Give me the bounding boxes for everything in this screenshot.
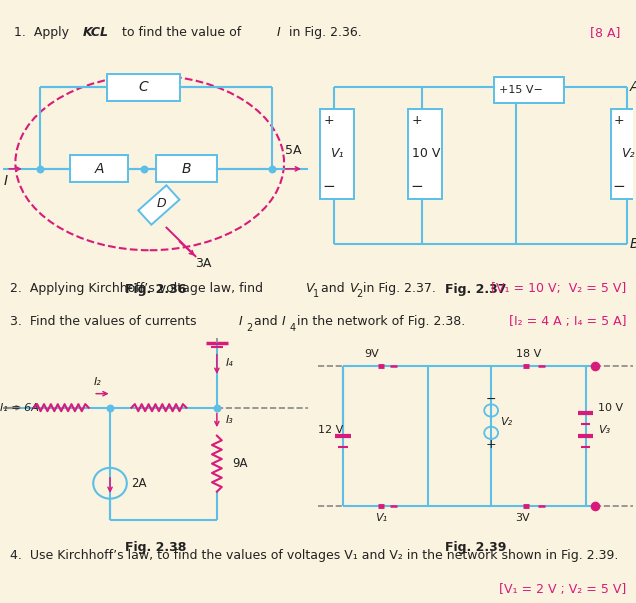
Text: +: + xyxy=(324,114,335,127)
Text: 2.  Applying Kirchhoff’s voltage law, find: 2. Applying Kirchhoff’s voltage law, fin… xyxy=(10,282,266,295)
Text: −: − xyxy=(322,180,335,194)
Text: in Fig. 2.37.: in Fig. 2.37. xyxy=(359,282,436,295)
Text: Fig. 2.37: Fig. 2.37 xyxy=(445,283,506,297)
Text: and: and xyxy=(317,282,349,295)
Point xyxy=(212,403,222,412)
FancyBboxPatch shape xyxy=(156,155,217,182)
Text: 1: 1 xyxy=(313,289,319,300)
Text: to find the value of: to find the value of xyxy=(118,27,245,39)
Text: V₂: V₂ xyxy=(621,147,635,160)
Point xyxy=(105,403,115,412)
Text: I₂: I₂ xyxy=(94,377,102,388)
Text: Fig. 2.38: Fig. 2.38 xyxy=(125,541,186,554)
FancyBboxPatch shape xyxy=(408,109,443,199)
Text: B: B xyxy=(182,162,191,176)
Text: I: I xyxy=(238,315,242,328)
Text: [I₂ = 4 A ; I₄ = 5 A]: [I₂ = 4 A ; I₄ = 5 A] xyxy=(509,315,626,328)
Text: [V₁ = 10 V;  V₂ = 5 V]: [V₁ = 10 V; V₂ = 5 V] xyxy=(491,282,626,295)
Text: KCL: KCL xyxy=(83,27,109,39)
Text: [8 A]: [8 A] xyxy=(590,27,620,39)
Text: 5A: 5A xyxy=(285,144,301,157)
Text: I: I xyxy=(282,315,286,328)
Text: and: and xyxy=(250,315,282,328)
Text: 10 V: 10 V xyxy=(412,147,441,160)
Text: Fig. 2.36: Fig. 2.36 xyxy=(125,283,186,297)
Text: I: I xyxy=(3,174,7,188)
Text: 4: 4 xyxy=(289,323,296,333)
Text: 4.  Use Kirchhoff’s law, to find the values of voltages V₁ and V₂ in the network: 4. Use Kirchhoff’s law, to find the valu… xyxy=(10,549,618,562)
Text: −: − xyxy=(612,180,625,194)
Text: V₃: V₃ xyxy=(598,425,611,435)
Text: in the network of Fig. 2.38.: in the network of Fig. 2.38. xyxy=(293,315,465,328)
Text: I₁ = 6A: I₁ = 6A xyxy=(0,403,39,412)
Text: D: D xyxy=(157,197,167,210)
Text: 18 V: 18 V xyxy=(516,350,542,359)
Text: 3V: 3V xyxy=(515,513,530,523)
Text: 2: 2 xyxy=(356,289,363,300)
Text: V₁: V₁ xyxy=(330,147,343,160)
Text: B: B xyxy=(630,237,636,251)
Text: 9V: 9V xyxy=(364,350,379,359)
Text: 12 V: 12 V xyxy=(318,425,343,435)
Text: +15 V−: +15 V− xyxy=(499,85,543,95)
Text: 3A: 3A xyxy=(195,257,211,270)
Text: 9A: 9A xyxy=(232,457,247,470)
Text: A: A xyxy=(95,162,104,176)
Text: [V₁ = 2 V ; V₂ = 5 V]: [V₁ = 2 V ; V₂ = 5 V] xyxy=(499,583,626,596)
Text: 1.  Apply: 1. Apply xyxy=(14,27,73,39)
Point xyxy=(590,501,600,511)
Text: 10 V: 10 V xyxy=(598,403,623,412)
Text: V: V xyxy=(305,282,314,295)
Text: 2: 2 xyxy=(246,323,252,333)
Text: −: − xyxy=(411,180,424,194)
Text: +: + xyxy=(613,114,624,127)
Text: V₁: V₁ xyxy=(375,513,387,523)
Text: V₂: V₂ xyxy=(501,417,513,427)
Text: 3.  Find the values of currents: 3. Find the values of currents xyxy=(10,315,200,328)
FancyBboxPatch shape xyxy=(494,77,563,103)
Text: Fig. 2.39: Fig. 2.39 xyxy=(445,541,506,554)
Point xyxy=(139,164,149,174)
FancyBboxPatch shape xyxy=(138,185,179,225)
Text: V: V xyxy=(349,282,357,295)
Text: I: I xyxy=(277,27,280,39)
FancyBboxPatch shape xyxy=(71,155,128,182)
Text: I₄: I₄ xyxy=(226,358,234,368)
Text: I₃: I₃ xyxy=(226,415,234,425)
FancyBboxPatch shape xyxy=(611,109,636,199)
Point xyxy=(590,361,600,370)
Point xyxy=(35,164,45,174)
Text: +: + xyxy=(412,114,422,127)
Point xyxy=(266,164,277,174)
Text: 2A: 2A xyxy=(132,477,147,490)
Text: +: + xyxy=(486,438,497,450)
Text: in Fig. 2.36.: in Fig. 2.36. xyxy=(285,27,362,39)
Text: −: − xyxy=(486,393,497,406)
FancyBboxPatch shape xyxy=(107,74,180,101)
FancyBboxPatch shape xyxy=(319,109,354,199)
Text: A: A xyxy=(630,80,636,95)
Text: C: C xyxy=(139,80,148,95)
